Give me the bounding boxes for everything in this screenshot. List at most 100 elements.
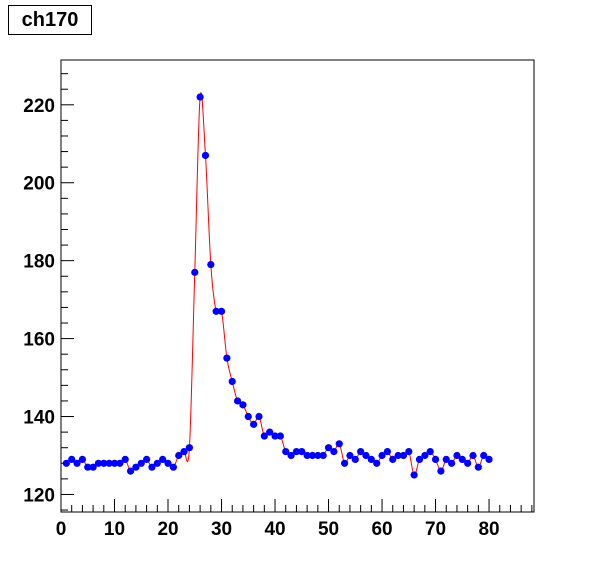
data-point: [287, 451, 295, 460]
data-point: [431, 455, 440, 463]
data-point: [110, 459, 119, 467]
data-point: [303, 451, 311, 460]
data-point: [100, 459, 108, 467]
x-tick-label: 20: [157, 519, 178, 540]
chart-title: ch170: [8, 5, 92, 35]
y-tick-label: 180: [23, 252, 55, 273]
series-line: [66, 92, 490, 476]
data-point: [426, 448, 434, 456]
y-tick-label: 140: [23, 408, 55, 429]
plot-frame: [60, 59, 535, 513]
data-point: [159, 455, 167, 463]
data-point: [314, 451, 322, 460]
data-point: [271, 432, 279, 440]
series-points: [62, 93, 493, 479]
data-point: [367, 455, 375, 463]
data-point: [480, 451, 488, 460]
data-point: [266, 428, 274, 436]
data-point: [458, 455, 466, 463]
x-tick-label: 80: [478, 519, 499, 540]
data-point: [346, 451, 354, 460]
data-point: [448, 459, 456, 467]
data-point: [207, 260, 215, 269]
data-point: [276, 432, 284, 440]
x-tick-label: 50: [318, 519, 339, 540]
data-point: [132, 463, 140, 471]
data-point: [239, 401, 247, 409]
data-point: [464, 459, 472, 467]
data-point: [308, 451, 317, 460]
data-point: [373, 459, 381, 467]
data-point: [442, 455, 450, 463]
data-point: [233, 397, 242, 405]
data-point: [137, 459, 145, 467]
data-point: [148, 463, 156, 471]
data-point: [175, 451, 183, 460]
data-point: [351, 455, 359, 463]
data-point: [378, 451, 386, 460]
x-tick-label: 70: [425, 519, 446, 540]
data-point: [201, 151, 210, 160]
data-point: [143, 455, 151, 463]
data-point: [223, 354, 231, 362]
data-point: [185, 444, 194, 452]
data-point: [212, 307, 220, 315]
data-point: [244, 412, 252, 421]
data-point: [217, 307, 226, 315]
axis-tick-labels: 0 10 20 30 40 50 60 70 80 120 140 160 180 200 220: [23, 96, 499, 540]
data-point: [121, 455, 129, 463]
data-point: [105, 459, 113, 467]
data-point: [94, 459, 103, 467]
data-point: [68, 455, 76, 463]
data-point: [405, 448, 413, 456]
data-point: [485, 455, 493, 463]
x-tick-label: 40: [264, 519, 285, 540]
data-point: [394, 451, 402, 460]
data-point: [474, 463, 482, 471]
data-point: [362, 451, 370, 460]
x-tick-label: 60: [371, 519, 392, 540]
data-point: [469, 451, 477, 460]
axis-ticks: [60, 73, 533, 512]
y-tick-label: 220: [23, 96, 55, 117]
data-point: [324, 444, 333, 452]
data-point: [437, 467, 445, 475]
data-point: [84, 463, 92, 471]
x-tick-label: 10: [104, 519, 125, 540]
data-point: [421, 451, 429, 460]
data-point: [89, 463, 97, 471]
data-point: [282, 448, 290, 456]
data-point: [73, 459, 81, 467]
data-point: [330, 448, 338, 456]
data-point: [399, 451, 408, 460]
data-point: [292, 448, 301, 456]
data-point: [298, 448, 306, 456]
data-point: [255, 412, 263, 421]
x-tick-label: 0: [56, 519, 67, 540]
data-point: [415, 455, 424, 463]
data-point: [410, 471, 418, 479]
x-tick-label: 30: [211, 519, 232, 540]
data-point: [389, 455, 397, 463]
y-tick-label: 120: [23, 485, 55, 506]
data-point: [180, 448, 188, 456]
data-point: [196, 93, 204, 101]
data-point: [169, 463, 177, 471]
data-point: [62, 459, 70, 467]
data-point: [228, 377, 236, 386]
data-point: [164, 459, 172, 467]
data-point: [153, 459, 161, 467]
data-point: [340, 459, 349, 467]
data-point: [357, 448, 365, 456]
data-point: [191, 268, 199, 276]
data-point: [453, 451, 461, 460]
data-point: [260, 432, 268, 440]
data-point: [78, 455, 86, 463]
data-point: [116, 459, 124, 467]
data-point: [319, 451, 327, 460]
y-tick-label: 200: [23, 174, 55, 195]
data-point: [250, 420, 258, 428]
data-point: [126, 467, 135, 475]
y-tick-label: 160: [23, 330, 55, 351]
